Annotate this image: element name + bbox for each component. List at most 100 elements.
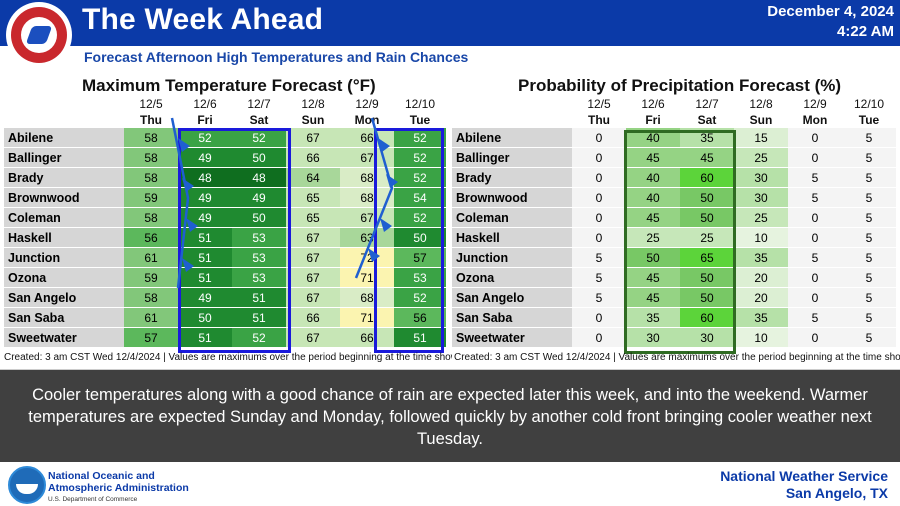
corner-cell xyxy=(4,96,124,112)
city-name: Brady xyxy=(452,167,572,188)
date-header: 12/9 xyxy=(355,97,379,111)
office-name: National Weather Service San Angelo, TX xyxy=(720,468,888,502)
value-cell: 68 xyxy=(340,187,394,208)
table-row: Coleman 58 49 50 65 67 52 xyxy=(4,207,446,228)
value-cell: 66 xyxy=(340,327,394,348)
date-header: 12/5 xyxy=(139,97,163,111)
value-cell: 63 xyxy=(340,227,394,248)
date-header: 12/8 xyxy=(749,97,773,111)
date-header: 12/8 xyxy=(301,97,325,111)
value-cell: 0 xyxy=(788,147,842,168)
summary-text: Cooler temperatures along with a good ch… xyxy=(28,386,872,448)
value-cell: 5 xyxy=(572,267,626,288)
day-header: Thu xyxy=(140,113,162,127)
value-cell: 30 xyxy=(734,187,788,208)
value-cell: 35 xyxy=(734,307,788,328)
date-header: 12/6 xyxy=(193,97,217,111)
value-cell: 51 xyxy=(178,247,232,268)
value-cell: 52 xyxy=(394,147,446,168)
value-cell: 45 xyxy=(680,147,734,168)
value-cell: 10 xyxy=(734,327,788,348)
value-cell: 5 xyxy=(788,187,842,208)
table-row: San Angelo 5 45 50 20 0 5 xyxy=(452,287,896,308)
day-header: Sun xyxy=(749,113,773,127)
value-cell: 5 xyxy=(842,247,896,268)
table-row: Sweetwater 0 30 30 10 0 5 xyxy=(452,327,896,348)
value-cell: 45 xyxy=(626,207,680,228)
day-header: Fri xyxy=(645,113,661,127)
value-cell: 50 xyxy=(394,227,446,248)
table-row: Ozona 59 51 53 67 71 53 xyxy=(4,267,446,288)
city-name: Coleman xyxy=(452,207,572,228)
value-cell: 30 xyxy=(626,327,680,348)
value-cell: 49 xyxy=(178,187,232,208)
value-cell: 68 xyxy=(340,287,394,308)
value-cell: 58 xyxy=(124,128,178,148)
value-cell: 58 xyxy=(124,147,178,168)
value-cell: 56 xyxy=(124,227,178,248)
value-cell: 51 xyxy=(178,327,232,348)
value-cell: 5 xyxy=(842,287,896,308)
footer: National Oceanic and Atmospheric Adminis… xyxy=(0,462,900,506)
value-cell: 54 xyxy=(394,187,446,208)
city-name: San Angelo xyxy=(452,287,572,308)
value-cell: 67 xyxy=(286,267,340,288)
value-cell: 61 xyxy=(124,307,178,328)
table-row: Abilene 58 52 52 67 66 52 xyxy=(4,128,446,148)
value-cell: 49 xyxy=(178,287,232,308)
precipitation-title: Probability of Precipitation Forecast (%… xyxy=(518,76,842,95)
value-cell: 5 xyxy=(842,307,896,328)
date-header: 12/7 xyxy=(247,97,271,111)
corner-cell xyxy=(452,112,572,128)
value-cell: 48 xyxy=(232,167,286,188)
value-cell: 52 xyxy=(394,207,446,228)
table-row: Junction 61 51 53 67 72 57 xyxy=(4,247,446,268)
city-name: Ballinger xyxy=(452,147,572,168)
value-cell: 0 xyxy=(572,167,626,188)
value-cell: 20 xyxy=(734,287,788,308)
value-cell: 5 xyxy=(842,327,896,348)
value-cell: 53 xyxy=(232,267,286,288)
city-name: Coleman xyxy=(4,207,124,228)
value-cell: 71 xyxy=(340,267,394,288)
value-cell: 50 xyxy=(680,207,734,228)
date-header: 12/10 xyxy=(404,97,436,111)
value-cell: 58 xyxy=(124,207,178,228)
city-name: Ballinger xyxy=(4,147,124,168)
value-cell: 5 xyxy=(842,128,896,148)
value-cell: 5 xyxy=(842,207,896,228)
value-cell: 60 xyxy=(680,307,734,328)
value-cell: 0 xyxy=(572,327,626,348)
value-cell: 64 xyxy=(286,167,340,188)
value-cell: 25 xyxy=(734,147,788,168)
city-name: Haskell xyxy=(4,227,124,248)
value-cell: 5 xyxy=(842,147,896,168)
value-cell: 60 xyxy=(680,167,734,188)
value-cell: 5 xyxy=(842,167,896,188)
value-cell: 40 xyxy=(626,128,680,148)
value-cell: 53 xyxy=(232,247,286,268)
value-cell: 0 xyxy=(788,267,842,288)
value-cell: 10 xyxy=(734,227,788,248)
header-bar: The Week Ahead December 4, 2024 4:22 AM xyxy=(0,0,900,46)
value-cell: 51 xyxy=(178,267,232,288)
table-row: Coleman 0 45 50 25 0 5 xyxy=(452,207,896,228)
subheader-bar: Forecast Afternoon High Temperatures and… xyxy=(0,46,900,68)
value-cell: 72 xyxy=(340,247,394,268)
value-cell: 0 xyxy=(788,227,842,248)
office-name-line1: National Weather Service xyxy=(720,468,888,484)
table-row: Brownwood 0 40 50 30 5 5 xyxy=(452,187,896,208)
value-cell: 5 xyxy=(788,167,842,188)
value-cell: 66 xyxy=(286,147,340,168)
value-cell: 53 xyxy=(394,267,446,288)
value-cell: 0 xyxy=(788,327,842,348)
noaa-name-line1: National Oceanic and xyxy=(48,470,155,482)
value-cell: 5 xyxy=(788,247,842,268)
table-row: Ballinger 0 45 45 25 0 5 xyxy=(452,147,896,168)
table-row: San Angelo 58 49 51 67 68 52 xyxy=(4,287,446,308)
temperature-title: Maximum Temperature Forecast (°F) xyxy=(82,76,376,95)
page-title: The Week Ahead xyxy=(82,3,324,36)
city-name: Ozona xyxy=(452,267,572,288)
value-cell: 67 xyxy=(340,207,394,228)
value-cell: 53 xyxy=(232,227,286,248)
